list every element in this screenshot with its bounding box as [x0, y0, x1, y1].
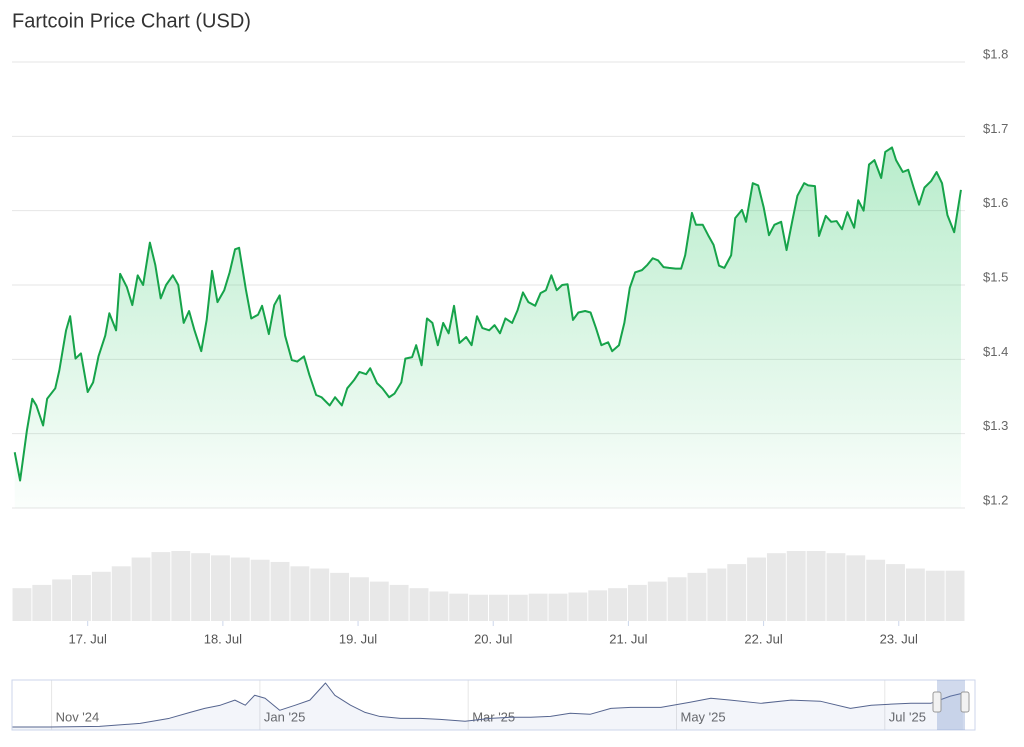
x-tick-label: 22. Jul [744, 631, 782, 646]
volume-bar [548, 593, 568, 621]
volume-bar [369, 581, 389, 621]
volume-bar [866, 559, 886, 621]
x-tick-label: 19. Jul [339, 631, 377, 646]
volume-bar [568, 592, 588, 621]
navigator-selection[interactable] [937, 680, 965, 730]
volume-bar [786, 551, 806, 621]
x-tick-label: 20. Jul [474, 631, 512, 646]
y-tick-label: $1.2 [983, 492, 1008, 507]
x-tick-label: 18. Jul [204, 631, 242, 646]
volume-bar [588, 590, 608, 621]
volume-bar [925, 570, 945, 621]
volume-bar [389, 584, 409, 621]
navigator-tick-label: Jul '25 [889, 709, 926, 724]
volume-bar [469, 594, 488, 621]
x-tick-label: 21. Jul [609, 631, 647, 646]
y-tick-label: $1.3 [983, 418, 1008, 433]
navigator-frame [11, 679, 976, 731]
volume-bar [806, 551, 826, 621]
volume-bar [667, 577, 687, 621]
volume-bar [608, 588, 627, 621]
price-line [13, 146, 962, 482]
volume-bar [171, 551, 191, 621]
navigator-tick-label: May '25 [680, 709, 725, 724]
volume-bar [270, 561, 290, 621]
volume-bar [905, 568, 925, 621]
volume-bar [12, 588, 32, 621]
volume-bar [330, 572, 350, 621]
volume-bar [449, 593, 469, 621]
navigator-tick-label: Mar '25 [472, 709, 515, 724]
navigator-line [12, 682, 964, 728]
volume-bar [52, 579, 72, 621]
volume-bar [727, 564, 747, 621]
y-tick-label: $1.4 [983, 344, 1008, 359]
volume-bar [191, 553, 211, 621]
y-tick-label: $1.8 [983, 46, 1008, 61]
y-tick-label: $1.5 [983, 269, 1008, 284]
volume-bar [647, 581, 667, 621]
volume-bar [508, 594, 528, 621]
volume-bar [350, 577, 369, 621]
volume-bar [766, 553, 786, 621]
chart-title: Fartcoin Price Chart (USD) [12, 10, 251, 32]
navigator-tick-label: Jan '25 [264, 709, 306, 724]
volume-bar [72, 575, 91, 621]
navigator-handle[interactable] [932, 691, 942, 713]
volume-bar [886, 564, 905, 621]
volume-bar [290, 566, 310, 621]
price-line-area [14, 147, 961, 509]
volume-bar [250, 559, 270, 621]
volume-bar [32, 584, 52, 621]
volume-bar [151, 552, 171, 621]
volume-bar [429, 591, 449, 621]
y-tick-label: $1.7 [983, 121, 1008, 136]
volume-bar [131, 557, 151, 621]
volume-bar [489, 594, 508, 621]
volume-bar [945, 570, 965, 621]
volume-bar [91, 571, 111, 621]
navigator-tick-label: Nov '24 [56, 709, 100, 724]
y-tick-label: $1.6 [983, 195, 1008, 210]
volume-bar [111, 566, 131, 621]
volume-bar [747, 557, 766, 621]
volume-bar [211, 555, 230, 621]
volume-bar [687, 572, 707, 621]
navigator-line-area [12, 683, 963, 730]
volume-bar [528, 593, 548, 621]
volume-bar [707, 568, 727, 621]
navigator-handle[interactable] [960, 691, 970, 713]
volume-bar [230, 557, 250, 621]
volume-bar [826, 553, 846, 621]
x-tick-label: 23. Jul [880, 631, 918, 646]
volume-bar [310, 568, 330, 621]
volume-bar [627, 584, 647, 621]
volume-bar [409, 588, 429, 621]
volume-bar [846, 555, 866, 621]
x-tick-label: 17. Jul [69, 631, 107, 646]
